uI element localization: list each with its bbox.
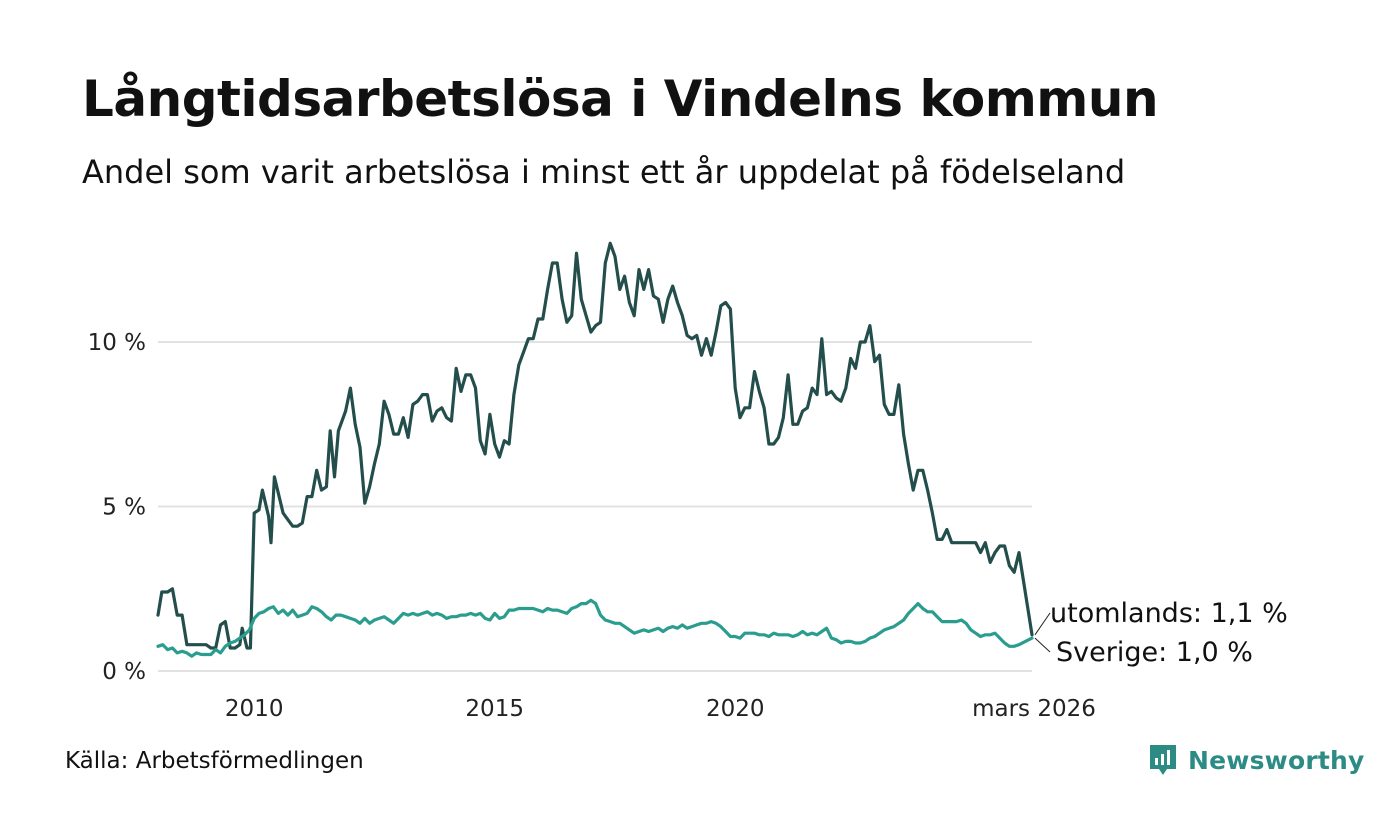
- y-tick-label: 5 %: [102, 495, 146, 521]
- source-note: Källa: Arbetsförmedlingen: [65, 748, 364, 774]
- leader-line: [1034, 637, 1051, 653]
- y-tick-label: 0 %: [102, 659, 146, 685]
- x-tick-label: 2015: [465, 696, 524, 722]
- chart-title: Långtidsarbetslösa i Vindelns kommun: [82, 70, 1159, 128]
- series-lines: [156, 241, 1034, 658]
- brand-name: Newsworthy: [1188, 745, 1365, 775]
- y-tick-label: 10 %: [88, 330, 146, 356]
- end-labels: utomlands: 1,1 % Sverige: 1,0 %: [1034, 598, 1288, 668]
- x-axis-labels: 2010 2015 2020 mars 2026: [225, 696, 1096, 722]
- x-tick-label: mars 2026: [972, 696, 1096, 722]
- chart-subtitle: Andel som varit arbetslösa i minst ett å…: [82, 153, 1126, 191]
- x-tick-label: 2010: [225, 696, 284, 722]
- newsworthy-logo-icon: [1150, 745, 1176, 775]
- leader-line: [1034, 612, 1051, 636]
- grid-lines: [158, 341, 1032, 672]
- brand-logo[interactable]: Newsworthy: [1148, 743, 1365, 777]
- y-axis-labels: 0 % 5 % 10 %: [88, 330, 146, 685]
- end-label-sverige: Sverige: 1,0 %: [1056, 637, 1253, 668]
- series-line-utomlands: [156, 241, 1034, 650]
- x-tick-label: 2020: [706, 696, 765, 722]
- series-line-sverige: [156, 598, 1034, 658]
- end-label-utomlands: utomlands: 1,1 %: [1050, 598, 1288, 629]
